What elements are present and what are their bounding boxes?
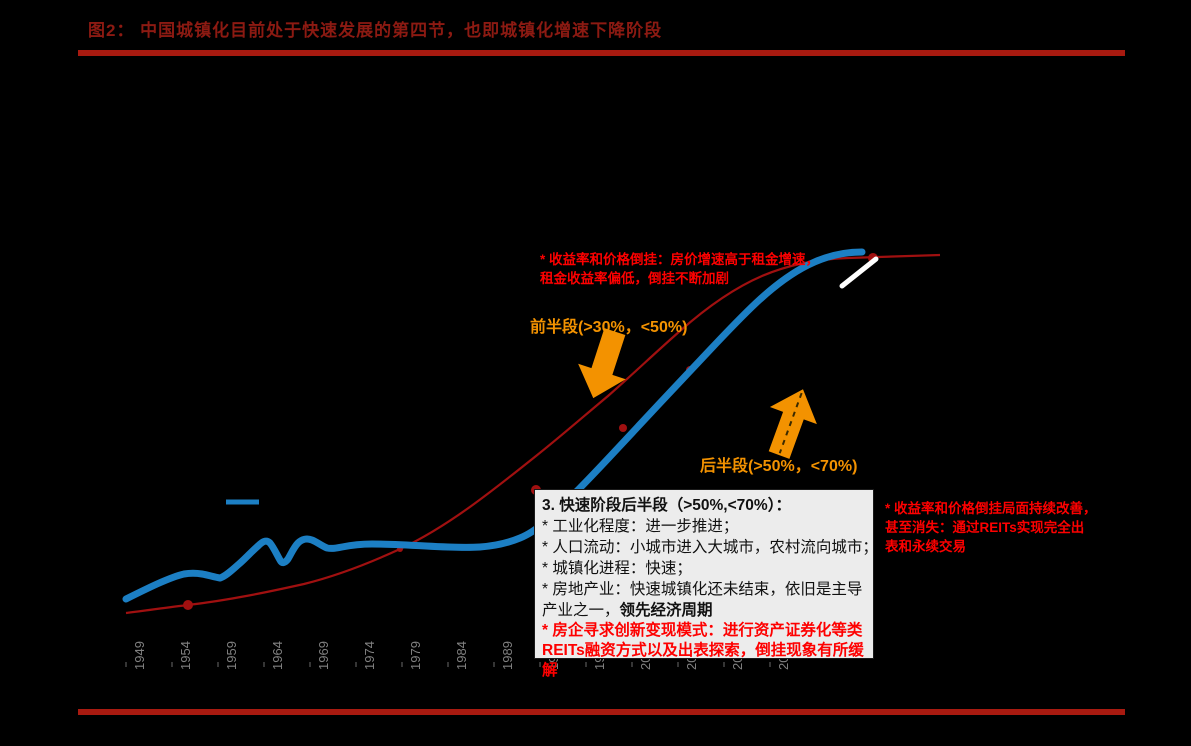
annotation-red-right-line3: 表和永续交易 (885, 539, 966, 554)
xtick-label: 1984 (454, 641, 469, 670)
label-second-half-phase: 后半段(>50%，<70%) (700, 458, 858, 475)
callout-red-note: * 房企寻求创新变现模式：进行资产证券化等类REITs融资方式以及出表探索，倒挂… (542, 622, 864, 679)
footer-divider-rule (78, 709, 1125, 715)
callout-line-5-bold: 领先经济周期 (619, 602, 713, 619)
callout-line-4: * 房地产业：快速城镇化还未结束，依旧是主导 (542, 581, 863, 598)
xtick-label: 1974 (362, 641, 377, 670)
figure-title: 图2： 中国城镇化目前处于快速发展的第四节，也即城镇化增速下降阶段 (88, 21, 663, 40)
xtick-label: 1979 (408, 641, 423, 670)
annotation-red-top: * 收益率和价格倒挂：房价增速高于租金增速， 租金收益率偏低，倒挂不断加剧 (540, 250, 819, 288)
annotation-red-top-line1: * 收益率和价格倒挂：房价增速高于租金增速， (540, 252, 820, 267)
annotation-red-right-line2: 甚至消失：通过REITs实现完全出 (885, 520, 1085, 535)
annotation-red-right-line1: * 收益率和价格倒挂局面持续改善， (885, 501, 1097, 516)
orange-arrow-up (768, 389, 817, 459)
xtick-label: 1969 (316, 641, 331, 670)
series-actual-urbanization (122, 248, 866, 603)
scurve-marker-1954 (183, 600, 193, 610)
x-axis-ticks (125, 662, 771, 667)
callout-line-3: * 城镇化进程：快速； (542, 560, 692, 577)
annotation-red-right: * 收益率和价格倒挂局面持续改善， 甚至消失：通过REITs实现完全出 表和永续… (885, 499, 1185, 556)
header-divider-rule (78, 50, 1125, 56)
white-highlight-marker (839, 256, 879, 289)
series-fitted-scurve (125, 253, 941, 615)
annotation-red-top-line2: 租金收益率偏低，倒挂不断加剧 (540, 271, 729, 286)
xtick-label: 1989 (500, 641, 515, 670)
xtick-label: 1949 (132, 641, 147, 670)
callout-line-1: * 工业化程度：进一步推进； (542, 518, 739, 535)
callout-heading: 3. 快速阶段后半段（>50%,<70%）： (542, 497, 791, 514)
xtick-label: 1954 (178, 641, 193, 670)
xtick-label: 1964 (270, 641, 285, 670)
callout-line-5: 产业之一，领先经济周期 (542, 600, 866, 621)
phase-description-callout: 3. 快速阶段后半段（>50%,<70%）： * 工业化程度：进一步推进； * … (534, 489, 878, 679)
orange-arrow-down (578, 328, 626, 399)
callout-line-2: * 人口流动：小城市进入大城市，农村流向城市； (542, 539, 878, 556)
label-first-half-phase: 前半段(>30%，<50%) (530, 319, 688, 336)
callout-line-5-plain: 产业之一， (542, 602, 620, 619)
xtick-label: 1959 (224, 641, 239, 670)
scurve-marker-2004 (619, 424, 627, 432)
